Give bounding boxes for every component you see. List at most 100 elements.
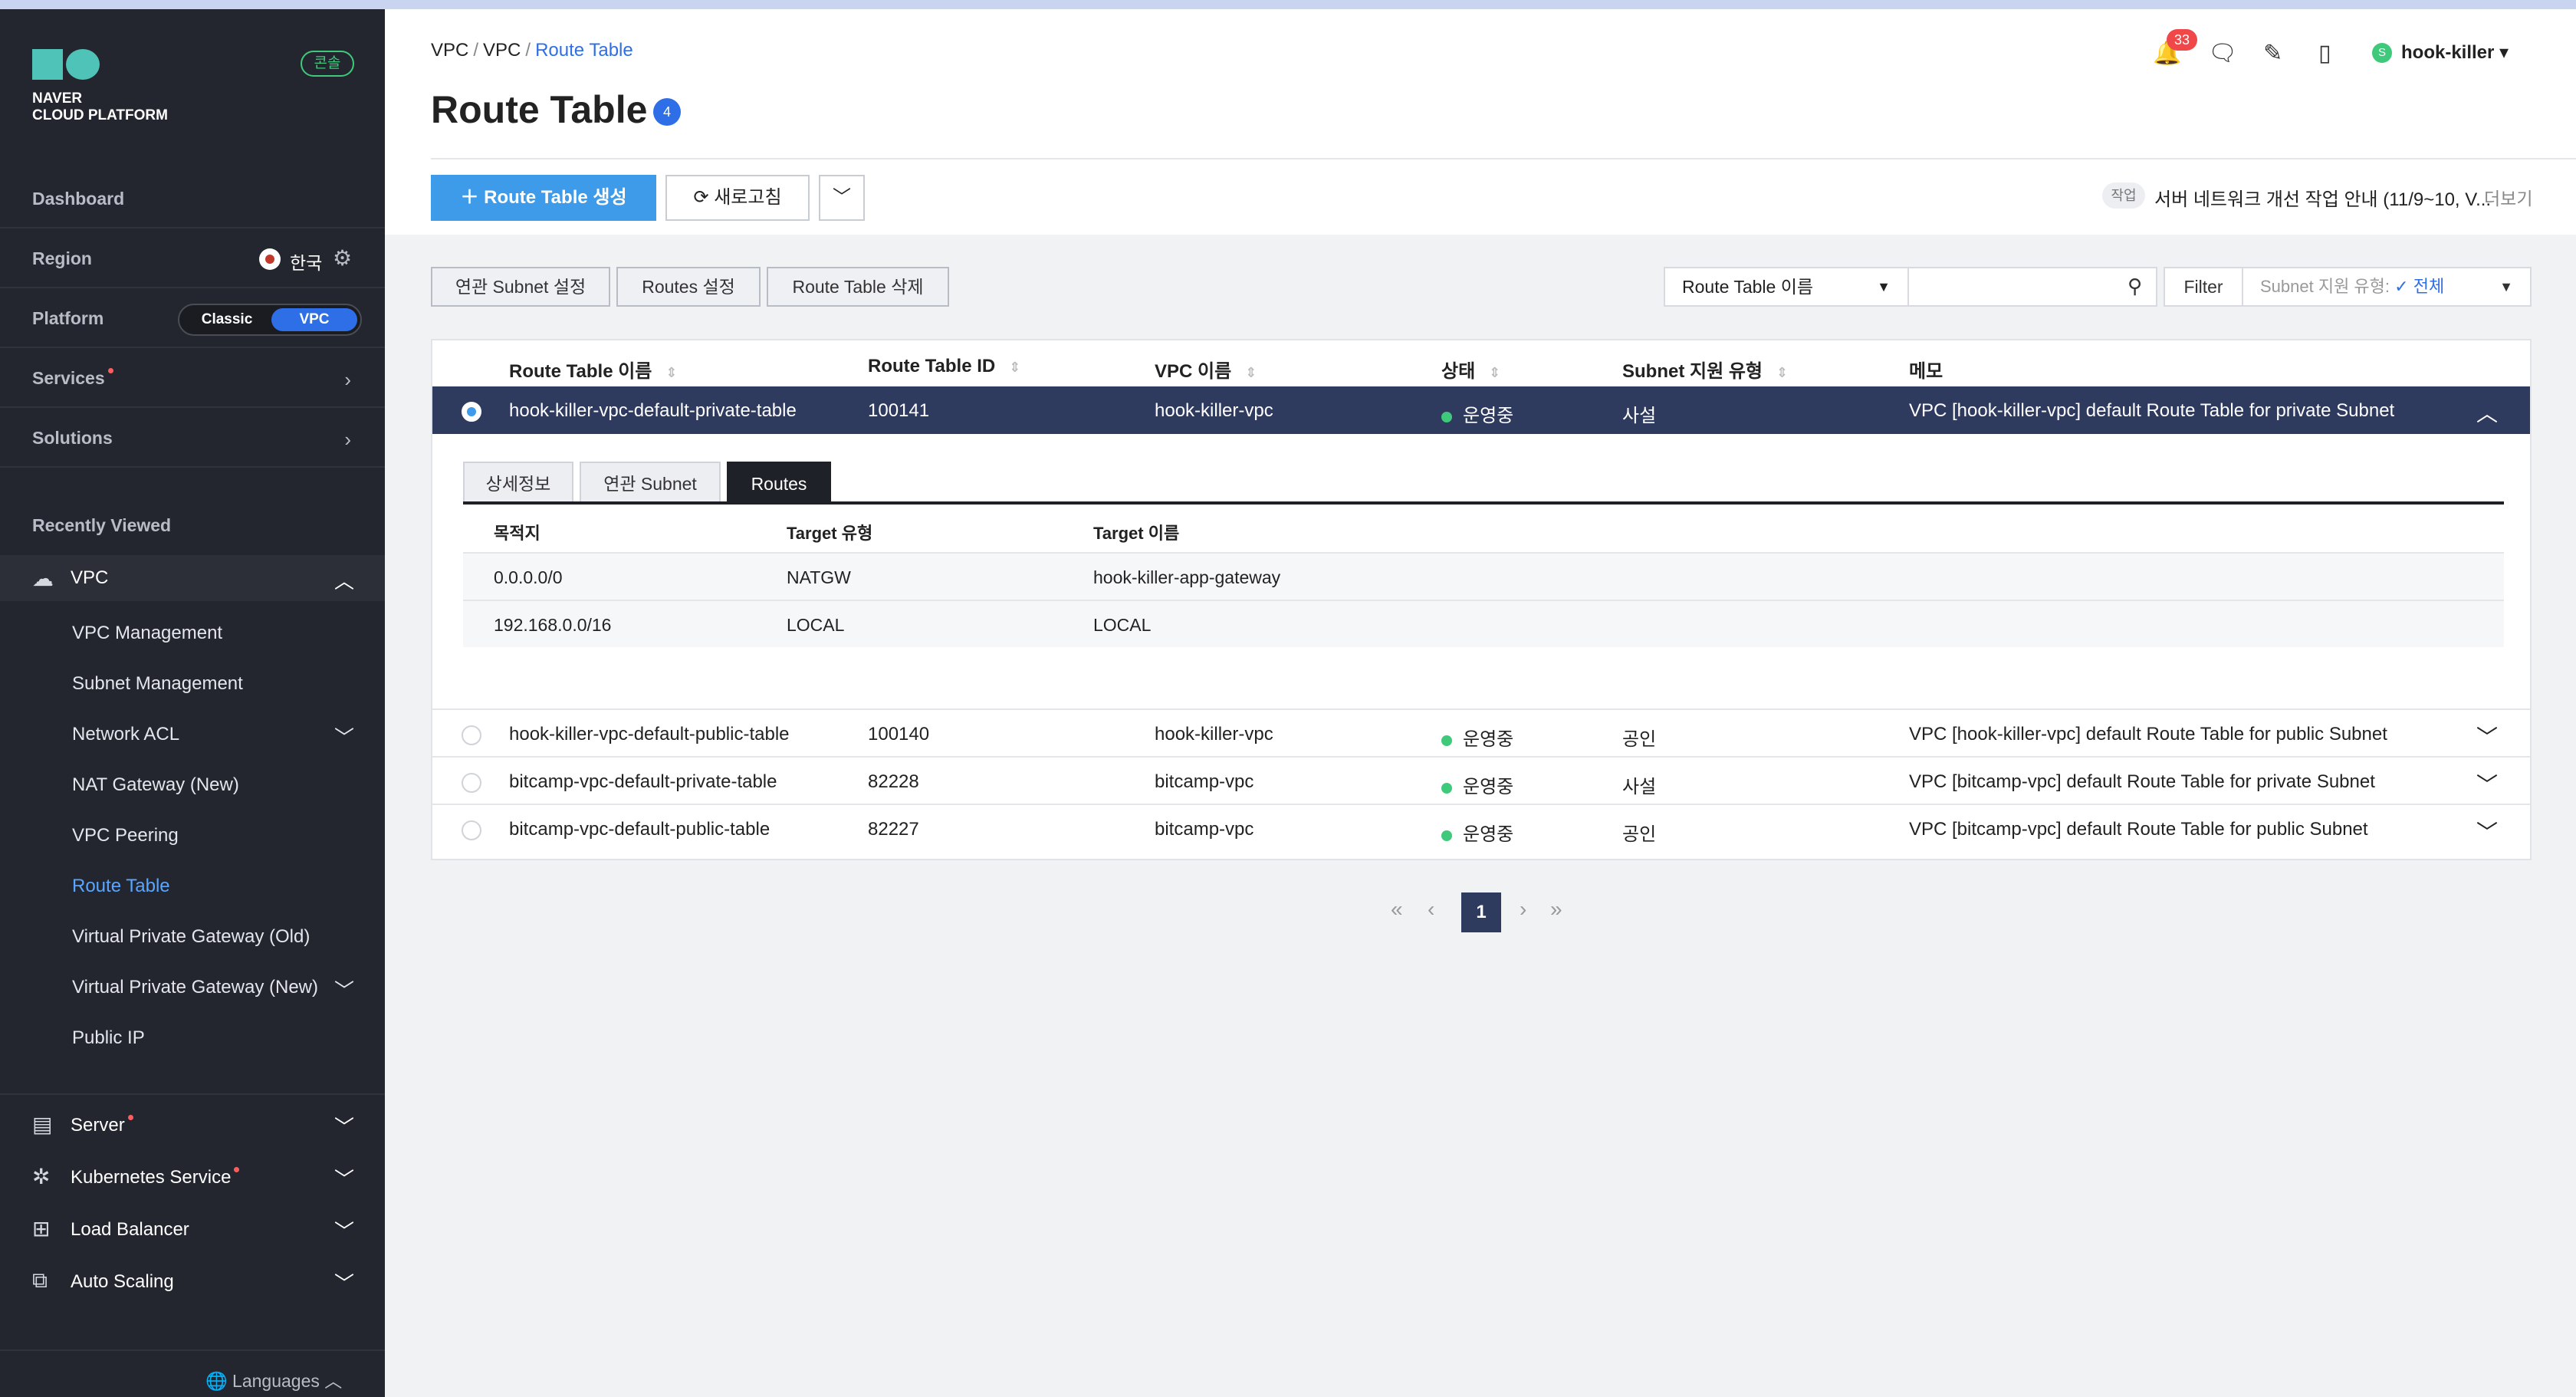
sidebar-item-vpg-old[interactable]: Virtual Private Gateway (Old) [72,926,310,947]
status-dot-icon [1441,411,1452,422]
column-header-name[interactable]: Route Table 이름 ⇕ [509,356,677,383]
row-radio[interactable] [462,725,481,745]
vpc-cloud-icon: ☁ [32,567,54,590]
notice-more-link[interactable]: 더보기 [2484,189,2533,209]
column-header-subnet-type[interactable]: Subnet 지원 유형 ⇕ [1622,356,1788,383]
cell-vpc: bitcamp-vpc [1155,771,1254,792]
sidebar-item-subnet-management[interactable]: Subnet Management [72,673,243,694]
cell-memo: VPC [hook-killer-vpc] default Route Tabl… [1909,400,2395,421]
sidebar-item-auto-scaling[interactable]: ⧉ Auto Scaling ﹀ [0,1257,385,1303]
cell-subnet-type: 사설 [1622,406,1657,426]
sidebar-item-nat-gateway[interactable]: NAT Gateway (New) [72,774,239,795]
route-table-list: Route Table 이름 ⇕ Route Table ID ⇕ VPC 이름 ⇕ … [431,339,2532,860]
sidebar-item-label: Kubernetes Service [71,1167,240,1188]
prev-page-icon[interactable]: ‹ [1428,897,1435,921]
row-radio[interactable] [462,773,481,793]
status-text: 운영중 [1463,824,1514,845]
table-row[interactable]: hook-killer-vpc-default-public-table 100… [432,708,2530,756]
platform-toggle[interactable]: Classic VPC [178,304,362,336]
sidebar-item-server[interactable]: ▤ Server ﹀ [0,1101,385,1147]
column-header-label: Route Table 이름 [509,361,652,382]
gear-icon[interactable]: ⚙ [333,246,353,270]
chat-icon[interactable]: 🗨 [2208,41,2238,66]
chevron-down-icon[interactable]: ﹀ [334,979,355,1002]
sidebar-item-region[interactable]: Region 한국 ⚙ [0,230,385,288]
subnet-type-filter[interactable]: Subnet 지원 유형: ✓ 전체 ▼ [2242,267,2532,307]
platform-classic-option[interactable]: Classic [201,311,253,327]
column-header-status[interactable]: 상태 ⇕ [1441,356,1500,383]
sidebar-item-route-table[interactable]: Route Table [72,876,170,896]
sidebar-item-services[interactable]: Services › [0,350,385,408]
search-input[interactable]: ⚲ [1907,267,2157,307]
filter-button[interactable]: Filter [2164,267,2243,307]
edit-note-icon[interactable]: ✎ [2263,41,2283,66]
book-icon[interactable]: ▯ [2318,41,2331,66]
region-value[interactable]: 한국 [290,253,323,273]
sidebar-item-vpc-management[interactable]: VPC Management [72,623,223,643]
chevron-right-icon: › [344,368,351,391]
refresh-button[interactable]: ⟳ 새로고침 [665,175,810,221]
sidebar-item-label: Dashboard [32,189,125,209]
chevron-up-icon[interactable]: ︿ [2476,402,2499,426]
sort-icon: ⇕ [1245,365,1257,380]
table-row[interactable]: hook-killer-vpc-default-private-table 10… [432,386,2530,434]
chevron-right-icon: › [344,428,351,451]
logo-text-naver: NAVER [32,90,83,107]
column-header-id[interactable]: Route Table ID ⇕ [868,356,1020,377]
table-row[interactable]: bitcamp-vpc-default-public-table 82227 b… [432,804,2530,851]
tab-details[interactable]: 상세정보 [463,462,573,503]
sidebar-item-kubernetes[interactable]: ✲ Kubernetes Service ﹀ [0,1153,385,1199]
tab-associated-subnet[interactable]: 연관 Subnet [580,462,721,503]
languages-label: Languages [232,1371,320,1391]
sidebar-item-vpg-new[interactable]: Virtual Private Gateway (New) [72,977,318,998]
first-page-icon[interactable]: « [1391,897,1403,921]
breadcrumb-item-vpc-sub[interactable]: VPC [483,40,521,61]
create-label: Route Table 생성 [484,187,627,208]
user-avatar[interactable]: S [2372,43,2392,63]
breadcrumb: VPC / VPC / Route Table [431,40,633,61]
table-row[interactable]: bitcamp-vpc-default-private-table 82228 … [432,756,2530,804]
chevron-down-icon[interactable]: ﹀ [2476,725,2499,749]
column-header-memo: 메모 [1909,361,1944,382]
page-number-current[interactable]: 1 [1461,892,1501,932]
sidebar-section-vpc[interactable]: ☁ VPC ︿ [0,555,385,601]
create-route-table-button[interactable]: ＋ Route Table 생성 [431,175,656,221]
next-page-icon[interactable]: › [1520,897,1527,921]
search-icon[interactable]: ⚲ [2127,274,2142,297]
search-field-select[interactable]: Route Table 이름 ▼ [1664,267,1909,307]
chevron-down-icon[interactable]: ﹀ [2476,820,2499,844]
sidebar-item-solutions[interactable]: Solutions › [0,409,385,468]
tab-routes[interactable]: Routes [727,462,831,503]
platform-vpc-option[interactable]: VPC [271,308,357,331]
console-badge[interactable]: 콘솔 [301,51,354,77]
notice-text[interactable]: 서버 네트워크 개선 작업 안내 (11/9~10, V... [2154,189,2492,210]
subnet-setting-button[interactable]: 연관 Subnet 설정 [431,267,610,307]
sidebar-item-load-balancer[interactable]: ⊞ Load Balancer ﹀ [0,1205,385,1251]
user-menu[interactable]: hook-killer ▾ [2401,41,2509,64]
delete-route-table-button[interactable]: Route Table 삭제 [767,267,949,307]
routes-setting-button[interactable]: Routes 설정 [616,267,761,307]
row-radio[interactable] [462,820,481,840]
sidebar-item-label: Solutions [32,428,113,448]
route-table-detail-panel: 상세정보 연관 Subnet Routes 목적지 Target 유형 Targ… [432,434,2530,702]
breadcrumb-item-vpc[interactable]: VPC [431,40,469,61]
column-header-vpc[interactable]: VPC 이름 ⇕ [1155,356,1257,383]
sidebar-item-vpc-peering[interactable]: VPC Peering [72,825,179,846]
route-destination: 192.168.0.0/16 [494,615,612,635]
status-dot-icon [1441,735,1452,746]
sidebar-item-network-acl[interactable]: Network ACL [72,724,180,745]
cell-id: 100141 [868,400,930,421]
cell-id: 82228 [868,771,919,792]
sidebar-item-public-ip[interactable]: Public IP [72,1027,145,1048]
status-text: 운영중 [1463,777,1514,797]
last-page-icon[interactable]: » [1550,897,1562,921]
route-destination: 0.0.0.0/0 [494,567,563,587]
new-dot-icon [107,368,113,373]
languages-button[interactable]: 🌐 Languages ︿ [205,1366,342,1392]
row-radio[interactable] [462,402,481,422]
sidebar-item-dashboard[interactable]: Dashboard [0,170,385,228]
chevron-down-icon[interactable]: ﹀ [2476,773,2499,797]
more-dropdown-button[interactable]: ﹀ [819,175,865,221]
chevron-down-icon[interactable]: ﹀ [334,726,355,749]
cell-subnet-type: 사설 [1622,777,1657,797]
